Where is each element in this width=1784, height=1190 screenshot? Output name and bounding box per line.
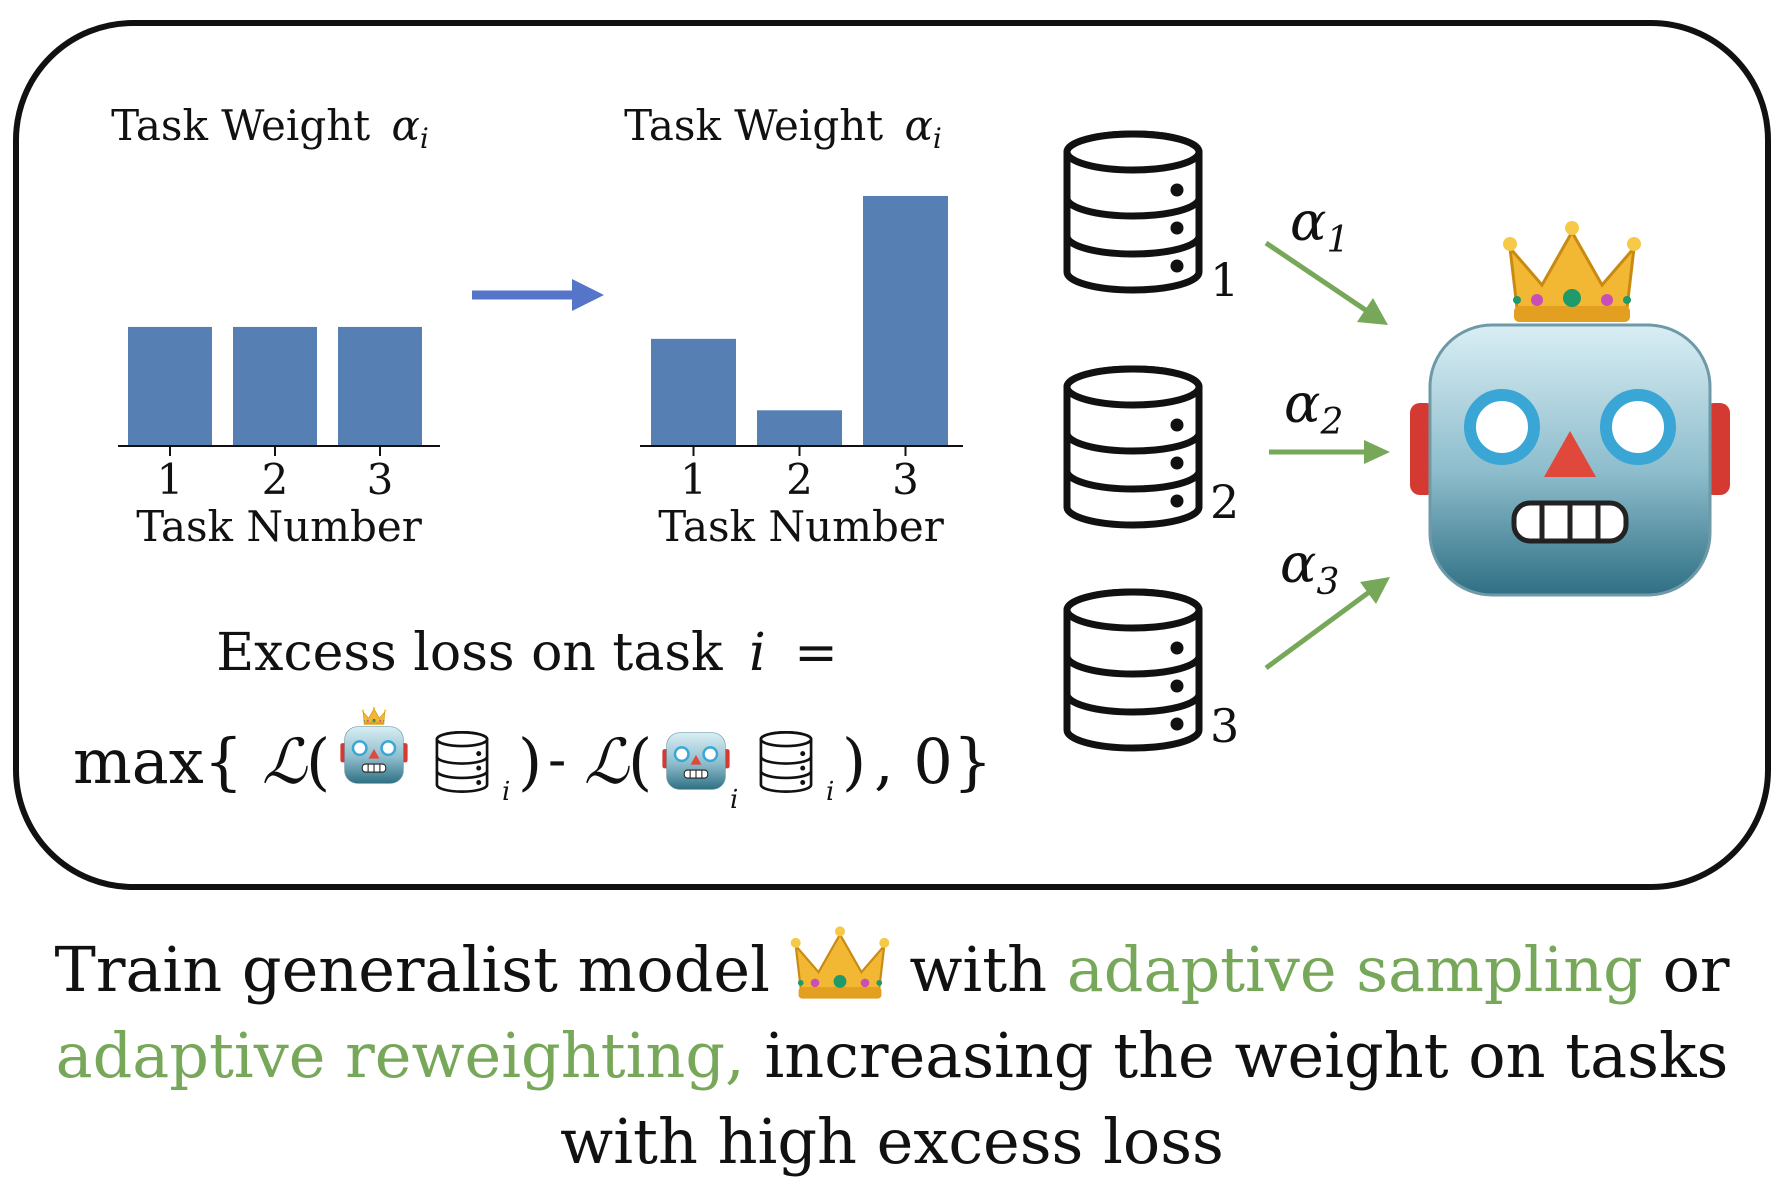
caption-text: increasing the weight on tasks: [764, 1019, 1729, 1092]
database-label-1: 1: [1210, 253, 1239, 307]
alpha-2-label: α2: [1284, 372, 1343, 443]
caption-text: or: [1662, 933, 1730, 1006]
x-axis-label: Task Number: [658, 502, 945, 551]
caption-line-3: with high excess loss: [0, 1099, 1784, 1185]
crowned-robot-icon: [1410, 325, 1730, 595]
caption-line-1: Train generalist model with adaptive sam…: [0, 925, 1784, 1013]
bar-task-1: [128, 326, 212, 446]
caption-text: with: [909, 933, 1048, 1006]
x-tick-label: 1: [157, 455, 184, 504]
close-paren: ): [842, 725, 866, 798]
chart-adaptive-weights: Task Weight αi 1 2 3 Task Number: [624, 101, 963, 551]
alpha-3-label: α3: [1280, 532, 1339, 603]
close-paren: ): [518, 725, 542, 798]
bar-task-1: [651, 338, 736, 446]
formula-max: max{: [73, 725, 243, 798]
crown-icon: [1501, 219, 1643, 324]
bar-group: [128, 326, 422, 446]
caption-line-2: adaptive reweighting, increasing the wei…: [0, 1013, 1784, 1099]
database-icon-2: [1065, 369, 1201, 525]
crown-icon: [789, 925, 890, 1000]
x-tick-label: 3: [367, 455, 394, 504]
subscript-i: i: [826, 777, 834, 807]
robot-icon: [661, 731, 731, 791]
comma-zero: , 0}: [874, 725, 992, 798]
loss-symbol: ℒ: [584, 725, 630, 798]
diagram-frame: [13, 20, 1771, 890]
formula-line-2: max{ ℒ ( i ) - ℒ ( i i ) , 0}: [73, 706, 992, 815]
bar-task-2: [757, 410, 842, 446]
chart-uniform-weights: Task Weight αi 1 2 3 Task Number: [111, 101, 440, 551]
adaptive-sampling-text: adaptive sampling: [1066, 933, 1643, 1006]
bar-task-2: [233, 326, 317, 446]
transition-arrow: [472, 279, 604, 311]
x-axis-label: Task Number: [136, 502, 423, 551]
subscript-i: i: [730, 785, 738, 815]
formula-line-1: Excess loss on task i =: [216, 623, 838, 683]
x-tick-label: 2: [262, 455, 289, 504]
database-label-2: 2: [1210, 475, 1239, 529]
subscript-i: i: [502, 777, 510, 807]
adaptive-reweighting-text: adaptive reweighting,: [55, 1019, 745, 1092]
caption: Train generalist model with adaptive sam…: [0, 925, 1784, 1185]
x-tick-label: 1: [680, 455, 707, 504]
x-tick-label: 2: [786, 455, 813, 504]
database-label-3: 3: [1210, 699, 1239, 753]
minus-sign: -: [548, 728, 566, 791]
bar-task-3: [863, 195, 948, 446]
bar-group: [651, 195, 948, 446]
arrow-1: [1264, 240, 1372, 316]
crowned-robot-icon: [339, 706, 409, 785]
loss-symbol: ℒ: [262, 725, 308, 798]
caption-text: with high excess loss: [560, 1105, 1224, 1178]
open-paren: (: [628, 725, 652, 798]
arrow-3: [1264, 587, 1374, 671]
diagram-canvas: Task Weight αi 1 2 3 Task Number Task Weig…: [73, 101, 1784, 815]
caption-text: Train generalist model: [54, 933, 770, 1006]
database-icon-3: [1065, 592, 1201, 748]
bar-task-3: [338, 326, 422, 446]
database-icon-1: [1065, 134, 1201, 290]
database-icon: [434, 731, 490, 793]
chart-title: Task Weight αi: [624, 101, 942, 155]
x-tick-label: 3: [892, 455, 919, 504]
weight-arrows: [1264, 240, 1390, 671]
chart-title: Task Weight αi: [111, 101, 429, 155]
database-icon: [758, 731, 814, 793]
alpha-1-label: α1: [1290, 190, 1349, 261]
open-paren: (: [306, 725, 330, 798]
